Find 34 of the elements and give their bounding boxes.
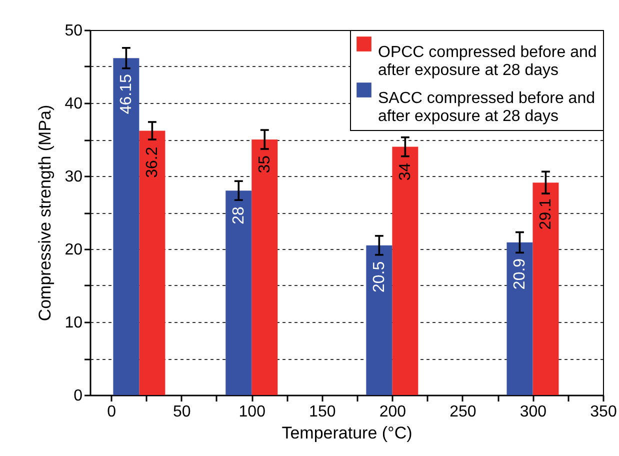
x-axis-title: Temperature (°C) bbox=[282, 424, 412, 442]
data-label: 34 bbox=[397, 162, 414, 181]
y-tick-label: 10 bbox=[64, 314, 83, 332]
x-tick-label: 300 bbox=[520, 404, 547, 420]
legend-label: OPCC compressed before and after exposure at 28 days bbox=[378, 44, 597, 79]
bar bbox=[392, 146, 418, 395]
x-tick-label: 150 bbox=[309, 404, 336, 420]
y-tick-label: 20 bbox=[64, 242, 83, 258]
data-label: 35 bbox=[256, 155, 274, 174]
data-label: 29.1 bbox=[538, 198, 555, 230]
x-tick-label: 250 bbox=[450, 404, 476, 420]
y-axis-title: Compressive strength (MPa) bbox=[36, 104, 55, 322]
bar bbox=[532, 182, 559, 395]
legend-label: SACC compressed before and after exposure at 28 days bbox=[378, 90, 595, 125]
x-tick-label: 200 bbox=[379, 404, 406, 420]
bar bbox=[113, 58, 140, 395]
y-tick-label: 0 bbox=[74, 388, 83, 404]
bar bbox=[139, 130, 166, 395]
x-tick-label: 50 bbox=[172, 404, 191, 420]
x-tick-label: 0 bbox=[107, 404, 116, 420]
y-tick-label: 50 bbox=[64, 22, 83, 40]
data-label: 28 bbox=[230, 206, 248, 224]
bar bbox=[366, 245, 392, 395]
data-label: 20.5 bbox=[371, 261, 388, 292]
bar bbox=[226, 190, 252, 395]
x-tick-label: 350 bbox=[590, 404, 617, 420]
data-label: 46.15 bbox=[118, 74, 136, 114]
data-label: 36.2 bbox=[144, 146, 162, 178]
y-tick-label: 30 bbox=[64, 168, 83, 186]
y-tick-label: 40 bbox=[64, 96, 83, 112]
bar bbox=[506, 242, 533, 395]
x-tick-label: 100 bbox=[238, 404, 266, 420]
data-label: 20.9 bbox=[512, 258, 529, 290]
bar bbox=[252, 140, 278, 395]
